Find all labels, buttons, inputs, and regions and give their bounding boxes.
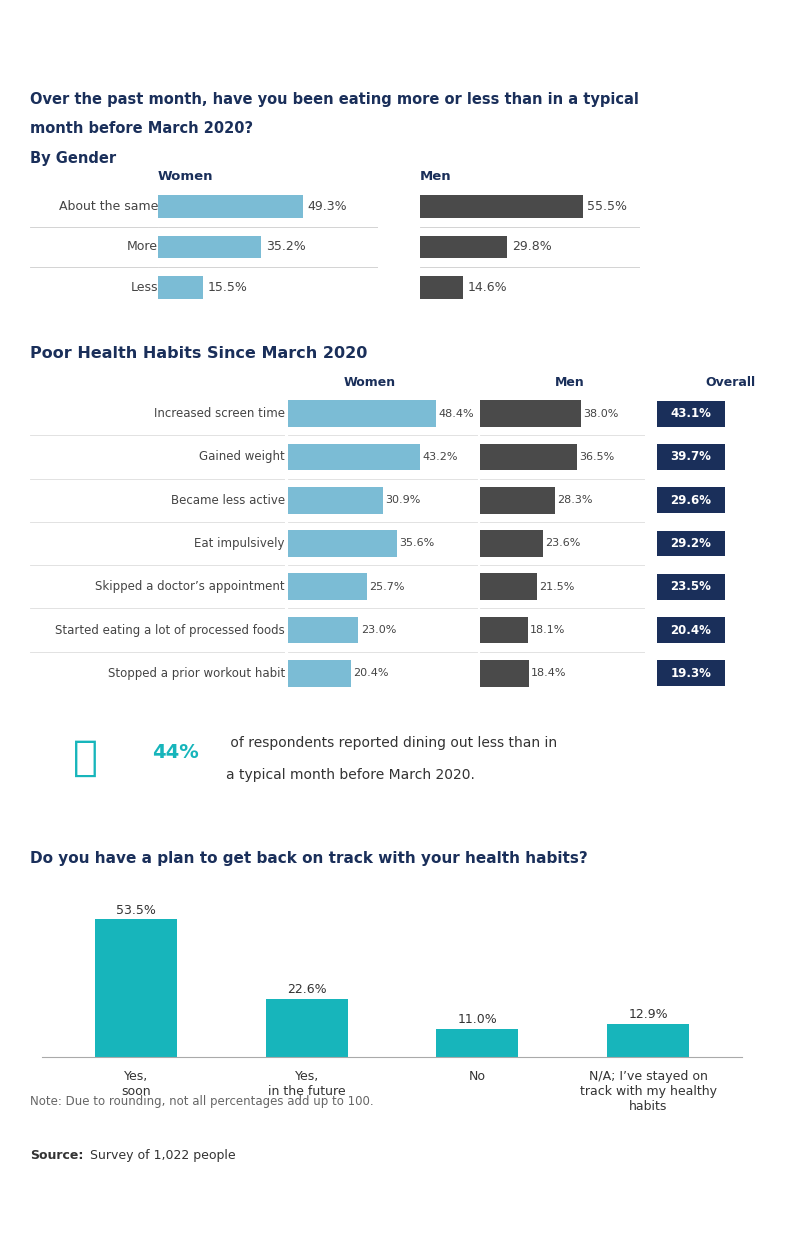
Text: Women: Women	[158, 170, 214, 183]
Bar	[288, 574, 366, 600]
Text: of respondents reported dining out less than in: of respondents reported dining out less …	[226, 737, 558, 751]
FancyBboxPatch shape	[657, 616, 725, 643]
Text: month before March 2020?: month before March 2020?	[30, 120, 253, 135]
Bar	[480, 530, 543, 556]
Bar	[480, 616, 528, 644]
Bar	[436, 1029, 518, 1058]
Bar	[480, 487, 555, 514]
Text: 55.5%: 55.5%	[587, 199, 627, 213]
FancyBboxPatch shape	[657, 401, 725, 426]
Text: 49.3%: 49.3%	[307, 199, 346, 213]
Text: Over the past month, have you been eating more or less than in a typical: Over the past month, have you been eatin…	[30, 91, 639, 107]
Text: Stopped a prior workout habit: Stopped a prior workout habit	[108, 667, 285, 680]
Text: Men: Men	[420, 170, 452, 183]
Bar	[158, 195, 302, 218]
Text: 30.9%: 30.9%	[385, 495, 421, 505]
Text: More: More	[127, 241, 158, 253]
Text: 44%: 44%	[152, 743, 199, 762]
Text: 29.6%: 29.6%	[670, 494, 711, 506]
Text: Became less active: Became less active	[171, 494, 285, 506]
Bar	[288, 530, 397, 556]
Bar	[607, 1024, 689, 1058]
Bar	[480, 400, 581, 427]
Bar	[158, 276, 203, 299]
Text: Source:: Source:	[30, 1149, 84, 1163]
Text: Note: Due to rounding, not all percentages add up to 100.: Note: Due to rounding, not all percentag…	[30, 1095, 374, 1109]
Text: 53.5%: 53.5%	[116, 903, 156, 917]
Bar	[480, 660, 529, 687]
Text: —: —	[32, 14, 44, 28]
Text: Survey of 1,022 people: Survey of 1,022 people	[86, 1149, 236, 1163]
Text: Women: Women	[344, 376, 396, 390]
Bar	[288, 400, 436, 427]
Text: Less: Less	[130, 281, 158, 294]
Text: By Gender: By Gender	[30, 152, 116, 167]
Text: a typical month before March 2020.: a typical month before March 2020.	[226, 768, 475, 782]
Text: 25.7%: 25.7%	[370, 581, 405, 591]
FancyBboxPatch shape	[657, 444, 725, 470]
Text: 23.0%: 23.0%	[361, 625, 396, 635]
Text: 22.6%: 22.6%	[287, 984, 326, 996]
Text: 14.6%: 14.6%	[467, 281, 507, 294]
Text: 23.6%: 23.6%	[545, 539, 580, 549]
Text: 38.0%: 38.0%	[583, 408, 618, 419]
Text: Men: Men	[555, 376, 585, 390]
Text: 19.3%: 19.3%	[670, 667, 711, 680]
Bar	[288, 487, 382, 514]
Text: 28.3%: 28.3%	[558, 495, 593, 505]
Text: 20.4%: 20.4%	[353, 668, 389, 678]
FancyBboxPatch shape	[657, 530, 725, 556]
Text: 35.2%: 35.2%	[266, 241, 306, 253]
Bar	[95, 920, 177, 1058]
Bar	[480, 574, 538, 600]
Bar	[420, 195, 582, 218]
Text: Increased screen time: Increased screen time	[154, 407, 285, 420]
Bar	[266, 999, 348, 1058]
Text: Skipped a doctor’s appointment: Skipped a doctor’s appointment	[95, 580, 285, 593]
Text: 43.2%: 43.2%	[423, 452, 458, 462]
Text: Do you have a plan to get back on track with your health habits?: Do you have a plan to get back on track …	[30, 851, 588, 866]
Text: 48.4%: 48.4%	[438, 408, 474, 419]
Text: Eat impulsively: Eat impulsively	[194, 538, 285, 550]
Bar	[158, 236, 262, 258]
Text: Overall: Overall	[705, 376, 755, 390]
Bar	[480, 444, 577, 470]
Bar	[420, 236, 507, 258]
Text: About the same: About the same	[58, 199, 158, 213]
Text: Started eating a lot of processed foods: Started eating a lot of processed foods	[55, 624, 285, 637]
FancyBboxPatch shape	[657, 487, 725, 514]
Text: 29.2%: 29.2%	[670, 538, 711, 550]
Text: 18.4%: 18.4%	[531, 668, 566, 678]
Text: 35.6%: 35.6%	[399, 539, 434, 549]
Text: 🍴: 🍴	[73, 737, 98, 778]
FancyBboxPatch shape	[657, 574, 725, 600]
Text: Poor Health Habits Since March 2020: Poor Health Habits Since March 2020	[30, 346, 367, 361]
Bar	[288, 444, 420, 470]
Text: 21.5%: 21.5%	[539, 581, 574, 591]
Text: Declining Health Habits Due to Quarantine: Declining Health Habits Due to Quarantin…	[32, 25, 709, 53]
Text: 12.9%: 12.9%	[628, 1009, 668, 1021]
Text: 43.1%: 43.1%	[670, 407, 711, 420]
Text: Gained weight: Gained weight	[199, 450, 285, 464]
Text: 18.1%: 18.1%	[530, 625, 566, 635]
Text: 39.7%: 39.7%	[670, 450, 711, 464]
Text: 29.8%: 29.8%	[512, 241, 551, 253]
Text: 23.5%: 23.5%	[670, 580, 711, 593]
Text: 11.0%: 11.0%	[458, 1014, 498, 1026]
Bar	[288, 616, 358, 644]
FancyBboxPatch shape	[657, 660, 725, 687]
Bar	[420, 276, 463, 299]
Text: 20.4%: 20.4%	[670, 624, 711, 637]
Text: 15.5%: 15.5%	[208, 281, 248, 294]
Text: 36.5%: 36.5%	[579, 452, 614, 462]
Bar	[288, 660, 350, 687]
